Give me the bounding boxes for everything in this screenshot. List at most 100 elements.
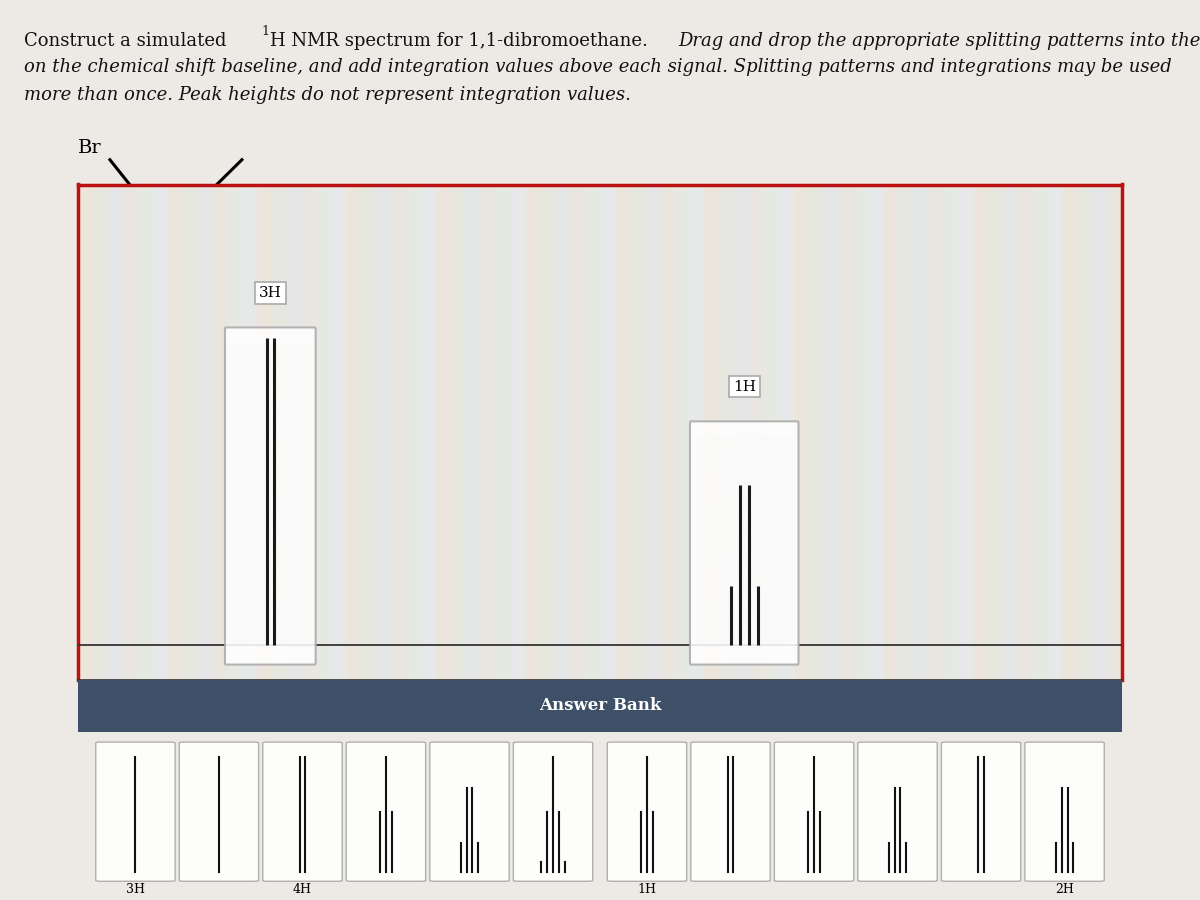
Bar [973, 184, 988, 680]
Text: 4H: 4H [293, 883, 312, 896]
FancyBboxPatch shape [179, 742, 259, 881]
Bar [869, 184, 883, 680]
Bar [436, 184, 451, 680]
Bar [1018, 184, 1032, 680]
Bar [168, 184, 182, 680]
Bar [257, 184, 272, 680]
Bar [600, 184, 614, 680]
Bar [301, 184, 317, 680]
Text: Construct a simulated: Construct a simulated [24, 32, 233, 50]
Bar [451, 184, 466, 680]
Bar [928, 184, 943, 680]
FancyBboxPatch shape [941, 742, 1021, 881]
FancyBboxPatch shape [96, 742, 175, 881]
Bar [391, 184, 406, 680]
Bar [556, 184, 570, 680]
Text: Br: Br [173, 318, 197, 336]
Bar [361, 184, 377, 680]
Bar [943, 184, 958, 680]
Bar [540, 184, 556, 680]
Bar [1108, 184, 1122, 680]
FancyBboxPatch shape [224, 328, 316, 664]
Text: more than once. Peak heights do not represent integration values.: more than once. Peak heights do not repr… [24, 86, 631, 104]
Bar [690, 184, 704, 680]
Bar [823, 184, 839, 680]
Bar [1003, 184, 1018, 680]
Bar [152, 184, 168, 680]
Bar [182, 184, 197, 680]
Text: on the chemical shift baseline, and add integration values above each signal. Sp: on the chemical shift baseline, and add … [24, 58, 1171, 76]
Bar [317, 184, 331, 680]
Text: Br: Br [78, 140, 102, 158]
Bar [212, 184, 227, 680]
Text: 2H: 2H [1055, 883, 1074, 896]
Bar [227, 184, 242, 680]
Bar [704, 184, 719, 680]
Bar [913, 184, 928, 680]
Bar [839, 184, 853, 680]
FancyBboxPatch shape [263, 742, 342, 881]
Bar [78, 680, 1122, 733]
FancyBboxPatch shape [514, 742, 593, 881]
Bar [122, 184, 138, 680]
Bar [287, 184, 301, 680]
Bar [1062, 184, 1078, 680]
Bar [719, 184, 734, 680]
Bar [586, 184, 600, 680]
Text: 3H: 3H [126, 883, 145, 896]
Bar [794, 184, 809, 680]
Text: 1H: 1H [637, 883, 656, 896]
Bar [614, 184, 630, 680]
Bar [764, 184, 779, 680]
Text: H NMR spectrum for 1,1-dibromoethane.: H NMR spectrum for 1,1-dibromoethane. [270, 32, 654, 50]
Bar [674, 184, 690, 680]
Bar [108, 184, 122, 680]
Text: 1: 1 [262, 25, 270, 38]
Bar [197, 184, 212, 680]
Bar [138, 184, 152, 680]
Bar [1032, 184, 1048, 680]
Bar [481, 184, 496, 680]
Text: 3H: 3H [259, 285, 282, 300]
Bar [779, 184, 794, 680]
Bar [510, 184, 526, 680]
FancyBboxPatch shape [774, 742, 853, 881]
Bar [406, 184, 421, 680]
Bar [630, 184, 644, 680]
FancyBboxPatch shape [690, 421, 798, 664]
Bar [809, 184, 823, 680]
Bar [988, 184, 1003, 680]
Bar [421, 184, 436, 680]
Bar [660, 184, 674, 680]
Bar [853, 184, 869, 680]
FancyBboxPatch shape [1025, 742, 1104, 881]
Bar [272, 184, 287, 680]
Bar [466, 184, 481, 680]
Bar [899, 184, 913, 680]
Bar [1078, 184, 1092, 680]
Bar [347, 184, 361, 680]
Bar [526, 184, 540, 680]
Bar [958, 184, 973, 680]
FancyBboxPatch shape [607, 742, 686, 881]
Bar [749, 184, 764, 680]
Bar [92, 184, 108, 680]
Bar [1092, 184, 1108, 680]
FancyBboxPatch shape [691, 742, 770, 881]
Bar [1048, 184, 1062, 680]
Text: 1H: 1H [733, 380, 756, 393]
Bar [496, 184, 510, 680]
Bar [883, 184, 899, 680]
Bar [734, 184, 749, 680]
Bar [242, 184, 257, 680]
Bar [78, 184, 92, 680]
Bar [570, 184, 586, 680]
Bar [331, 184, 347, 680]
FancyBboxPatch shape [858, 742, 937, 881]
Text: Drag and drop the appropriate splitting patterns into the boxes: Drag and drop the appropriate splitting … [678, 32, 1200, 50]
FancyBboxPatch shape [430, 742, 509, 881]
Bar [644, 184, 660, 680]
Text: Answer Bank: Answer Bank [539, 698, 661, 715]
FancyBboxPatch shape [347, 742, 426, 881]
Bar [377, 184, 391, 680]
